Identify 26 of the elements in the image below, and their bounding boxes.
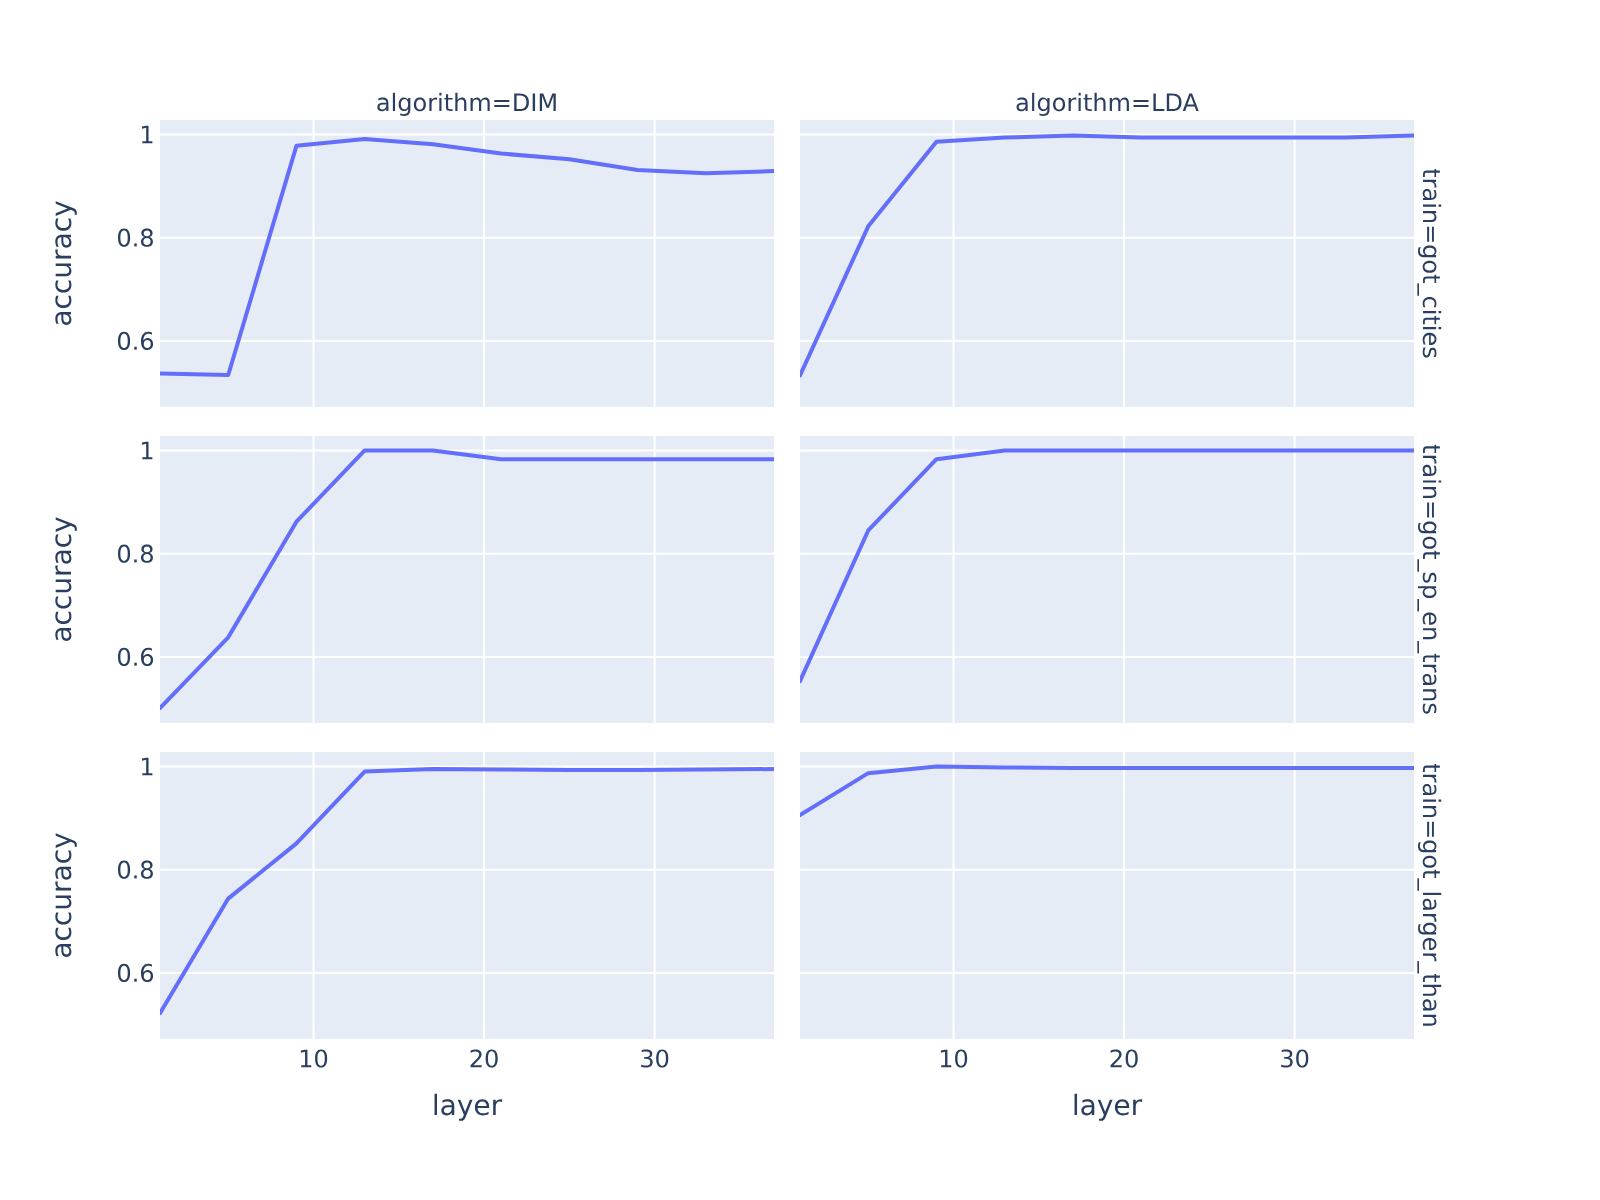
y-tick-label: 1	[141, 441, 153, 460]
x-tick-label: 10	[940, 1049, 968, 1068]
x-tick-label: 30	[641, 1049, 669, 1068]
text: train=got_cities	[1417, 168, 1442, 358]
y-tick-label: 0.6	[118, 647, 154, 667]
text: train=got_sp_en_trans	[1417, 444, 1442, 714]
y-tick-label: 0.8	[118, 228, 153, 247]
y-tick-label: 0.8	[118, 544, 153, 563]
x-tick-label: 10	[300, 1049, 328, 1068]
x-axis-title: layer	[1074, 1093, 1143, 1121]
x-tick-label: 20	[1110, 1049, 1138, 1068]
line-series	[160, 137, 774, 377]
y-tick-label: 0.8	[118, 860, 153, 879]
y-tick-label: 1	[141, 125, 153, 144]
y-tick-label: 0.6	[118, 331, 154, 350]
text: train=got_larger_than	[1417, 763, 1442, 1026]
y-tick-label: 0.6	[118, 963, 154, 983]
x-tick-label: 20	[470, 1049, 498, 1068]
x-tick-label: 30	[1281, 1049, 1309, 1068]
y-axis-title: accuracy	[55, 833, 77, 957]
y-tick-label: 1	[141, 757, 153, 776]
y-axis-title: accuracy	[55, 201, 77, 325]
x-axis-title: layer	[434, 1093, 503, 1121]
chart-title: algorithm=LDA	[1016, 92, 1199, 116]
chart-title: algorithm=DIM	[377, 92, 556, 116]
y-axis-title: accuracy	[55, 517, 77, 641]
